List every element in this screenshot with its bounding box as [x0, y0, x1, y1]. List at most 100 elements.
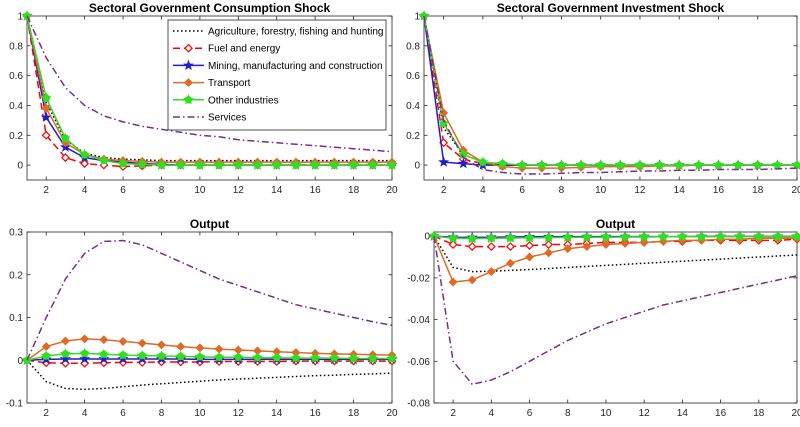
- series-5-point-star: [252, 159, 264, 170]
- x-tick-label: 16: [310, 408, 322, 419]
- series-5-point-star: [40, 350, 52, 361]
- series-5-point-star: [117, 157, 129, 169]
- y-tick-label: -0.06: [407, 357, 430, 368]
- series-5-point-star: [367, 352, 379, 364]
- series-5-point-star: [367, 159, 379, 170]
- series-5-point-star: [117, 349, 129, 360]
- x-tick-label: 2: [441, 185, 447, 196]
- series-5-point-star: [562, 231, 574, 243]
- series-4-point: [620, 239, 630, 248]
- series-5-point-star: [752, 159, 764, 170]
- plot-area: [26, 231, 393, 404]
- series-4-point: [563, 244, 573, 254]
- series-4-point: [505, 258, 515, 268]
- y-tick-label: 0.4: [406, 101, 420, 112]
- panel-title: Output: [190, 217, 229, 231]
- series-4-point: [544, 248, 554, 258]
- series-4-point: [525, 252, 534, 262]
- series-5-point-star: [595, 159, 607, 170]
- series-5-point-star: [555, 159, 567, 170]
- series-line-6: [26, 15, 393, 153]
- y-tick-label: 0.2: [406, 131, 420, 142]
- series-5-point-star: [232, 351, 244, 362]
- series-5-point-star: [136, 158, 148, 170]
- series-2-point: [525, 241, 534, 251]
- series-5-point-star: [438, 117, 450, 129]
- legend-marker-3: [183, 59, 194, 71]
- x-tick-label: 20: [386, 408, 398, 419]
- x-tick-label: 4: [82, 185, 88, 196]
- x-tick-label: 16: [310, 185, 322, 196]
- series-line-6: [26, 239, 393, 361]
- x-tick-label: 12: [233, 185, 245, 196]
- legend-label-6: Services: [208, 113, 246, 124]
- series-5-point-star: [466, 232, 478, 244]
- series-5-point-star: [575, 159, 587, 170]
- series-5-point-star: [600, 231, 612, 242]
- y-tick-label: 0: [424, 232, 430, 243]
- series-5-point-star: [175, 159, 187, 170]
- series-5-point-star: [791, 230, 800, 242]
- series-5-point-star: [581, 231, 593, 242]
- x-tick-label: 20: [386, 185, 398, 196]
- series-2-point: [544, 240, 554, 249]
- legend-label-1: Agriculture, forestry, fishing and hunti…: [208, 27, 383, 38]
- y-tick-label: 0.3: [9, 228, 23, 239]
- series-5-point-star: [676, 231, 688, 242]
- series-4-point: [486, 267, 496, 277]
- y-tick-label: -0.02: [407, 273, 430, 284]
- series-5-point-star: [634, 159, 646, 170]
- series-2-point: [467, 242, 477, 252]
- x-tick-label: 10: [595, 185, 607, 196]
- y-tick-label: 0.6: [406, 71, 420, 82]
- series-5-point-star: [348, 352, 360, 364]
- y-tick-label: 0: [17, 161, 23, 172]
- series-4-point: [99, 335, 109, 345]
- x-tick-label: 14: [271, 185, 283, 196]
- series-4-point: [448, 277, 458, 287]
- x-tick-label: 14: [677, 408, 689, 419]
- x-tick-label: 8: [565, 408, 571, 419]
- series-4-point: [601, 240, 611, 249]
- series-5-point-star: [524, 232, 536, 243]
- series-5-point-star: [348, 159, 360, 170]
- x-tick-label: 18: [348, 185, 360, 196]
- y-tick-label: 0.2: [9, 270, 23, 281]
- x-tick-label: 2: [43, 408, 49, 419]
- series-5-point-star: [504, 232, 516, 243]
- series-5-point-star: [290, 352, 302, 363]
- series-3-point: [79, 353, 91, 364]
- x-tick-label: 4: [480, 185, 486, 196]
- series-5-point-star: [136, 349, 148, 361]
- series-5-point-star: [232, 159, 244, 170]
- x-tick-label: 10: [194, 408, 206, 419]
- x-tick-label: 18: [753, 408, 765, 419]
- legend-label-2: Fuel and energy: [208, 44, 280, 55]
- x-tick-label: 12: [233, 408, 245, 419]
- legend-label-5: Other industries: [208, 95, 279, 106]
- panel-3: Output 2 4 6 8 10 12 14 16 18 20 -0.1 0 0.1 0.2 0.3: [6, 217, 398, 419]
- x-tick-label: 12: [634, 185, 646, 196]
- y-tick-label: 0.2: [9, 131, 23, 142]
- x-tick-label: 8: [159, 408, 165, 419]
- series-5-point-star: [516, 159, 528, 170]
- series-5-point-star: [657, 231, 669, 242]
- x-tick-label: 10: [600, 408, 612, 419]
- series-5-point-star: [79, 347, 91, 359]
- series-5-point-star: [59, 348, 71, 359]
- series-4-point: [80, 334, 90, 344]
- x-tick-label: 6: [120, 408, 126, 419]
- series-5-point-star: [654, 159, 666, 170]
- series-2-point: [41, 130, 51, 140]
- series-5-point-star: [194, 351, 206, 362]
- x-tick-label: 2: [43, 185, 49, 196]
- y-tick-label: -0.1: [6, 399, 24, 410]
- series-5-point-star: [614, 159, 626, 170]
- legend-box: [167, 19, 387, 131]
- x-tick-label: 10: [194, 185, 206, 196]
- x-tick-label: 6: [519, 185, 525, 196]
- series-5-point-star: [328, 159, 340, 170]
- x-tick-label: 4: [82, 408, 88, 419]
- panel-2: Sectoral Government Investment Shock 2 4 6 8…: [406, 1, 800, 196]
